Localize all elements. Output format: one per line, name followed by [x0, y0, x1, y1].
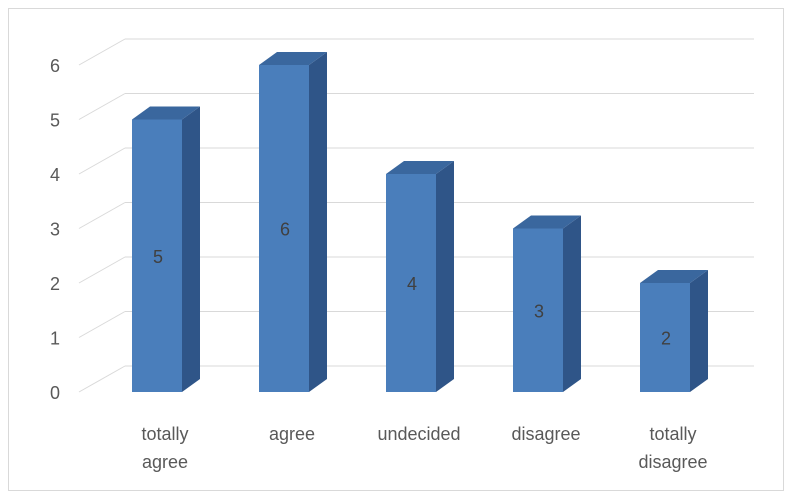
bar-side: [563, 215, 581, 392]
data-label: 3: [534, 301, 544, 321]
bar-side: [690, 270, 708, 392]
gridline-depth: [78, 202, 126, 229]
bar-side: [182, 106, 200, 392]
gridline-depth: [78, 93, 126, 120]
bar: [513, 228, 563, 392]
bar-top: [513, 215, 581, 229]
bar: [132, 119, 182, 392]
gridline-depth: [78, 256, 126, 284]
x-category-label: disagree: [511, 424, 580, 444]
gridline-depth: [78, 311, 126, 338]
x-category-label: agree: [269, 424, 315, 444]
bar-side: [436, 161, 454, 392]
y-tick-label: 5: [50, 111, 60, 131]
y-tick-label: 3: [50, 220, 60, 240]
bar: [386, 174, 436, 392]
bar-top: [640, 270, 708, 283]
y-tick-label: 0: [50, 383, 60, 403]
x-category-label: undecided: [377, 424, 460, 444]
data-label: 5: [153, 247, 163, 267]
y-tick-label: 4: [50, 165, 60, 185]
y-tick-label: 1: [50, 329, 60, 349]
x-category-label: disagree: [638, 452, 707, 472]
data-label: 4: [407, 274, 417, 294]
y-tick-label: 2: [50, 274, 60, 294]
gridline-depth: [78, 38, 126, 66]
y-tick-label: 6: [50, 56, 60, 76]
bar-side: [309, 52, 327, 392]
x-category-label: totally: [649, 424, 696, 444]
x-category-label: totally: [141, 424, 188, 444]
data-label: 2: [661, 329, 671, 349]
bar: [259, 65, 309, 392]
gridline-depth: [78, 365, 126, 393]
x-category-label: agree: [142, 452, 188, 472]
gridline-depth: [78, 147, 126, 175]
bar-top: [386, 161, 454, 174]
bar-top: [132, 106, 200, 120]
bar: [640, 283, 690, 392]
bar-top: [259, 52, 327, 65]
data-label: 6: [280, 220, 290, 240]
